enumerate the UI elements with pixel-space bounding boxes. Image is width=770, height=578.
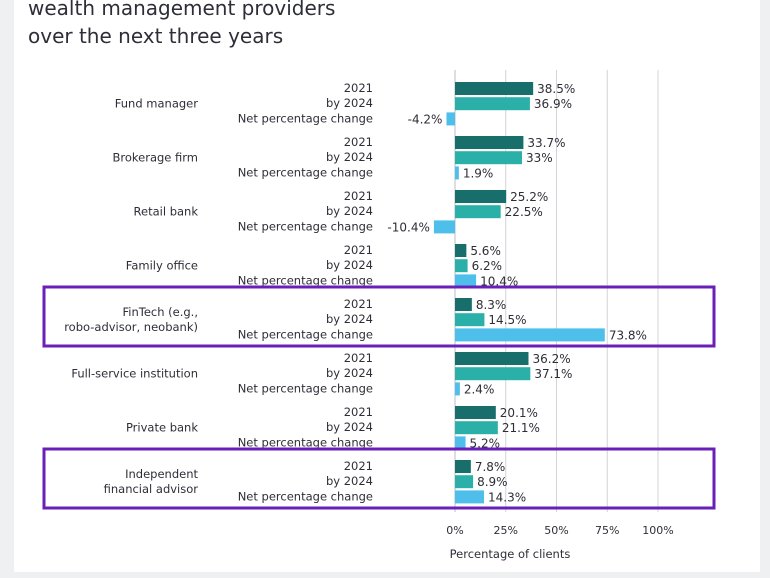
bar [455,328,605,342]
title-line-2: over the next three years [28,24,284,48]
bar [455,82,534,95]
bar [455,313,485,327]
series-row-label: 2021 [344,405,373,419]
series-row-label: Net percentage change [238,219,373,233]
series-row-label: 2021 [344,351,373,365]
bar [455,352,529,365]
data-label: 73.8% [609,328,647,342]
x-tick-label: 25% [494,524,518,537]
highlight-box [42,285,716,348]
bar [455,97,530,111]
x-tick-label: 50% [544,524,568,537]
series-row-label: 2021 [344,297,373,311]
data-label: 7.8% [475,460,506,474]
category-label: FinTech (e.g., [122,305,198,319]
series-row-label: by 2024 [326,366,373,380]
bar [455,367,531,381]
series-row-label: 2021 [344,135,373,149]
series-row-label: Net percentage change [238,489,373,503]
bar [455,382,460,396]
bar [455,151,522,165]
category-label: financial advisor [104,482,199,496]
data-label: 5.6% [470,244,501,258]
bar [455,190,507,203]
data-label: 2.4% [464,382,495,396]
series-row-label: by 2024 [326,420,373,434]
category-label: Family office [126,259,198,273]
series-row-label: Net percentage change [238,165,373,179]
series-row-label: by 2024 [326,96,373,110]
data-label: -4.2% [408,112,443,126]
bar [455,166,459,180]
bar [455,136,524,149]
category-label: Retail bank [134,205,199,219]
series-row-label: 2021 [344,189,373,203]
series-row-label: by 2024 [326,150,373,164]
bar [455,421,498,435]
bar [455,460,471,473]
series-row-label: 2021 [344,81,373,95]
bar [455,406,496,419]
x-axis-title: Percentage of clients [450,547,571,561]
data-label: 33% [526,151,553,165]
data-label: 8.9% [477,475,508,489]
x-tick-label: 100% [642,524,673,537]
x-tick-label: 75% [595,524,619,537]
data-label: 25.2% [510,190,548,204]
data-label: 37.1% [534,367,572,381]
category-label: Brokerage firm [112,151,198,165]
data-label: 21.1% [502,421,540,435]
bar [455,274,477,288]
data-label: 36.2% [532,352,570,366]
bar [455,205,501,219]
bar [446,112,455,126]
bar [433,220,455,234]
series-row-label: Net percentage change [238,381,373,395]
bar [455,436,466,450]
data-label: 14.3% [488,490,526,504]
highlight-box [42,447,716,510]
category-label: Private bank [126,421,198,435]
series-row-label: by 2024 [326,258,373,272]
bar [455,244,467,257]
data-label: 36.9% [534,97,572,111]
bar [455,475,474,489]
data-label: 6.2% [472,259,503,273]
category-label: Independent [125,467,198,481]
bar [455,298,472,311]
series-row-label: Net percentage change [238,111,373,125]
data-label: 22.5% [505,205,543,219]
bar [455,490,485,504]
series-row-label: 2021 [344,243,373,257]
series-row-label: by 2024 [326,312,373,326]
title-line-1: wealth management providers [28,0,336,20]
data-label: 1.9% [463,166,494,180]
data-label: 14.5% [488,313,526,327]
x-tick-label: 0% [446,524,463,537]
category-label: Full-service institution [71,367,198,381]
series-row-label: by 2024 [326,474,373,488]
series-row-label: Net percentage change [238,327,373,341]
series-row-label: Net percentage change [238,273,373,287]
data-label: 10.4% [480,274,518,288]
data-label: 33.7% [527,136,565,150]
series-row-label: 2021 [344,459,373,473]
data-label: 38.5% [537,82,575,96]
data-label: 8.3% [476,298,507,312]
data-label: 5.2% [470,436,501,450]
bar [455,259,468,273]
category-label: robo-advisor, neobank) [64,320,198,334]
data-label: -10.4% [387,220,429,234]
category-label: Fund manager [115,97,198,111]
series-row-label: Net percentage change [238,435,373,449]
chart-title: wealth management providers over the nex… [28,0,528,50]
data-label: 20.1% [500,406,538,420]
series-row-label: by 2024 [326,204,373,218]
